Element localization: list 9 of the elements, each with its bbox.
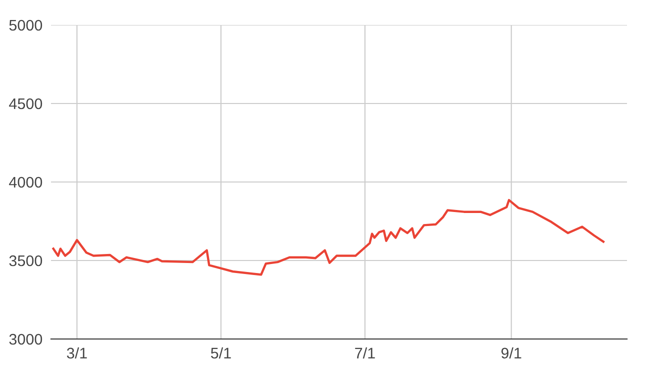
x-tick-label: 9/1	[501, 347, 522, 359]
y-tick-label: 4000	[9, 176, 42, 188]
x-tick-label: 7/1	[355, 347, 375, 359]
y-tick-label: 3000	[9, 334, 42, 345]
x-tick-label: 5/1	[210, 347, 231, 359]
y-tick-label: 4500	[9, 98, 42, 110]
x-tick-label: 3/1	[66, 347, 87, 359]
y-tick-label: 3500	[9, 255, 42, 266]
y-tick-label: 5000	[9, 20, 42, 31]
